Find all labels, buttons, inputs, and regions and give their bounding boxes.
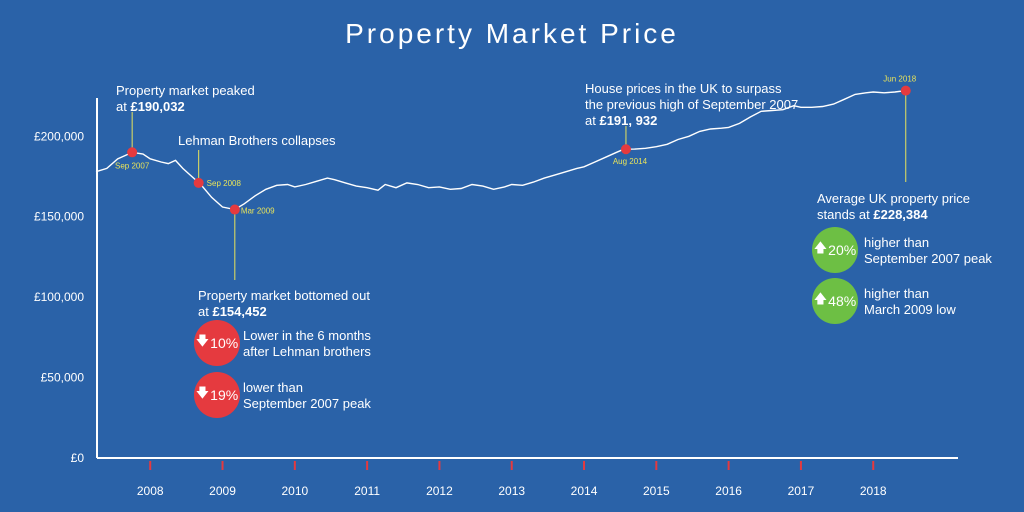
average-annotation: Average UK property price stands at £228… xyxy=(817,191,970,223)
surpass-prefix: at xyxy=(585,113,600,128)
average-value: £228,384 xyxy=(873,207,928,222)
y-tick-label: £200,000 xyxy=(34,129,84,143)
badge-pct: 20% xyxy=(828,242,857,258)
data-point xyxy=(229,204,240,215)
badge-pct: 10% xyxy=(210,335,239,351)
up-arrow-icon: 🡅 xyxy=(813,291,828,306)
x-tick-label: 2010 xyxy=(281,484,308,498)
point-label: Mar 2009 xyxy=(241,207,275,216)
point-label: Jun 2018 xyxy=(883,75,916,84)
badge-text-2: higher than September 2007 peak xyxy=(864,235,992,267)
x-tick-label: 2013 xyxy=(498,484,525,498)
average-prefix: stands at xyxy=(817,207,874,222)
y-tick-label: £50,000 xyxy=(41,371,85,385)
badge-text-line2: March 2009 low xyxy=(864,302,956,317)
points: Sep 2007 Sep 2008 Mar 2009 Aug 2014 Jun 2018 xyxy=(115,75,917,216)
x-tick-label: 2016 xyxy=(715,484,742,498)
badge-text-line1: higher than xyxy=(864,286,930,301)
price-series-line xyxy=(95,89,906,211)
surpass-line2: the previous high of September 2007 xyxy=(585,97,799,112)
badge-down-19: 🡇 19% xyxy=(194,372,240,418)
down-arrow-icon: 🡇 xyxy=(195,333,210,348)
surpass-value: £191, 932 xyxy=(599,113,658,128)
x-tick-label: 2018 xyxy=(860,484,887,498)
x-tick-label: 2014 xyxy=(571,484,598,498)
axes xyxy=(96,98,958,459)
surpass-annotation: House prices in the UK to surpass the pr… xyxy=(585,81,798,129)
y-tick-label: £0 xyxy=(71,451,85,465)
badge-pct: 19% xyxy=(210,387,239,403)
bottom-line1: Property market bottomed out xyxy=(198,288,370,303)
x-tick-label: 2017 xyxy=(788,484,815,498)
peak-line1: Property market peaked xyxy=(116,83,255,98)
badge-text-line2: September 2007 peak xyxy=(243,396,371,411)
down-arrow-icon: 🡇 xyxy=(195,385,210,400)
point-label: Sep 2008 xyxy=(207,179,242,188)
x-tick-label: 2015 xyxy=(643,484,670,498)
badge-text-line1: lower than xyxy=(243,380,303,395)
bottom-value: £154,452 xyxy=(212,304,267,319)
point-label: Sep 2007 xyxy=(115,161,150,170)
lehman-annotation: Lehman Brothers collapses xyxy=(178,133,336,148)
peak-annotation: Property market peaked at £190,032 xyxy=(116,83,255,115)
x-tick-label: 2011 xyxy=(354,484,380,498)
ticks: £0 £50,000 £100,000 £150,000 £200,000 2008 200… xyxy=(34,129,887,498)
badge-text-3: higher than March 2009 low xyxy=(864,286,956,318)
x-tick-label: 2008 xyxy=(137,484,164,498)
badge-text-line2: September 2007 peak xyxy=(864,251,992,266)
y-tick-label: £100,000 xyxy=(34,290,84,304)
badge-text-1: lower than September 2007 peak xyxy=(243,380,371,412)
bottom-annotation: Property market bottomed out at £154,452 xyxy=(198,288,370,320)
average-line1: Average UK property price xyxy=(817,191,970,206)
badge-up-20: 🡅 20% xyxy=(812,227,858,273)
y-tick-label: £150,000 xyxy=(34,210,84,224)
surpass-line1: House prices in the UK to surpass xyxy=(585,81,782,96)
badge-text-line1: Lower in the 6 months xyxy=(243,328,371,343)
bottom-prefix: at xyxy=(198,304,213,319)
data-point xyxy=(127,147,138,158)
badge-text-0: Lower in the 6 months after Lehman broth… xyxy=(243,328,371,360)
badge-text-line1: higher than xyxy=(864,235,930,250)
peak-prefix: at xyxy=(116,99,131,114)
badge-pct: 48% xyxy=(828,293,857,309)
badge-down-10: 🡇 10% xyxy=(194,320,240,366)
peak-value: £190,032 xyxy=(130,99,185,114)
point-label: Aug 2014 xyxy=(613,157,648,166)
data-point xyxy=(900,85,911,96)
badge-text-line2: after Lehman brothers xyxy=(243,344,371,359)
up-arrow-icon: 🡅 xyxy=(813,240,828,255)
badge-up-48: 🡅 48% xyxy=(812,278,858,324)
x-tick-label: 2009 xyxy=(209,484,236,498)
x-tick-label: 2012 xyxy=(426,484,453,498)
data-point xyxy=(193,177,204,188)
chart-title: Property Market Price xyxy=(345,18,679,49)
data-point xyxy=(620,144,631,155)
